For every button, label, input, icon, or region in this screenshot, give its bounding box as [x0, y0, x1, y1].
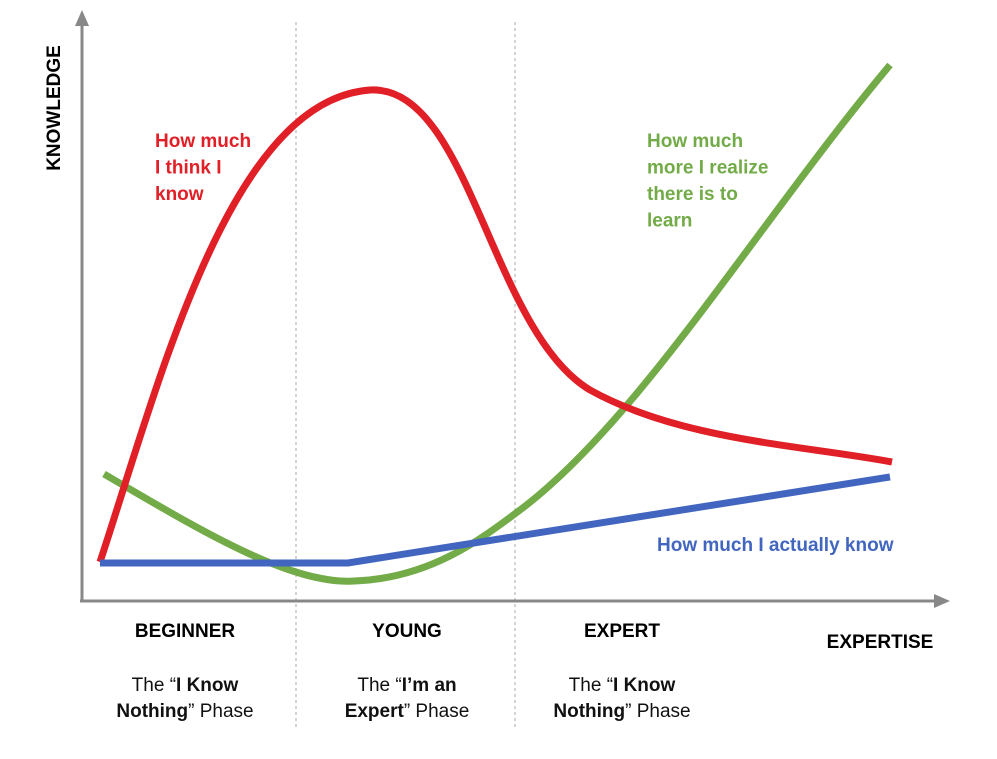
curve-label: How much — [155, 131, 251, 152]
curve-label: learn — [647, 211, 692, 232]
curve-actual — [100, 473, 891, 567]
caption-part: The “ — [132, 675, 176, 696]
y-arrow — [75, 10, 89, 26]
caption-part: Nothing — [553, 701, 625, 722]
caption-part: Expert — [345, 701, 405, 722]
phase-caption: The “I’m an — [357, 675, 456, 696]
x-arrow — [934, 594, 950, 608]
phase-name: BEGINNER — [135, 621, 236, 642]
phase-caption: Nothing” Phase — [553, 701, 690, 722]
curve-label: How much — [647, 131, 743, 152]
caption-part: I Know — [613, 675, 675, 696]
y-axis-label: KNOWLEDGE — [44, 45, 65, 171]
caption-part: ” Phase — [625, 701, 690, 722]
curve-label: I think I — [155, 158, 222, 179]
caption-part: The “ — [569, 675, 613, 696]
curve-label: How much I actually know — [657, 535, 894, 556]
caption-part: Nothing — [116, 701, 188, 722]
phase-caption: The “I Know — [132, 675, 239, 696]
phase-name: YOUNG — [372, 621, 442, 642]
phase-name: EXPERT — [584, 621, 660, 642]
x-axis-label: EXPERTISE — [827, 632, 934, 653]
phase-caption: The “I Know — [569, 675, 676, 696]
curve-label: know — [155, 184, 204, 205]
caption-part: ” Phase — [404, 701, 469, 722]
curve-label: there is to — [647, 184, 738, 205]
phase-caption: Expert” Phase — [345, 701, 470, 722]
caption-part: I Know — [176, 675, 238, 696]
curve-label: more I realize — [647, 158, 768, 179]
curve-think — [96, 86, 893, 564]
curve-learn — [102, 62, 893, 585]
caption-part: ” Phase — [188, 701, 253, 722]
caption-part: I’m an — [402, 675, 457, 696]
caption-part: The “ — [357, 675, 401, 696]
phase-caption: Nothing” Phase — [116, 701, 253, 722]
